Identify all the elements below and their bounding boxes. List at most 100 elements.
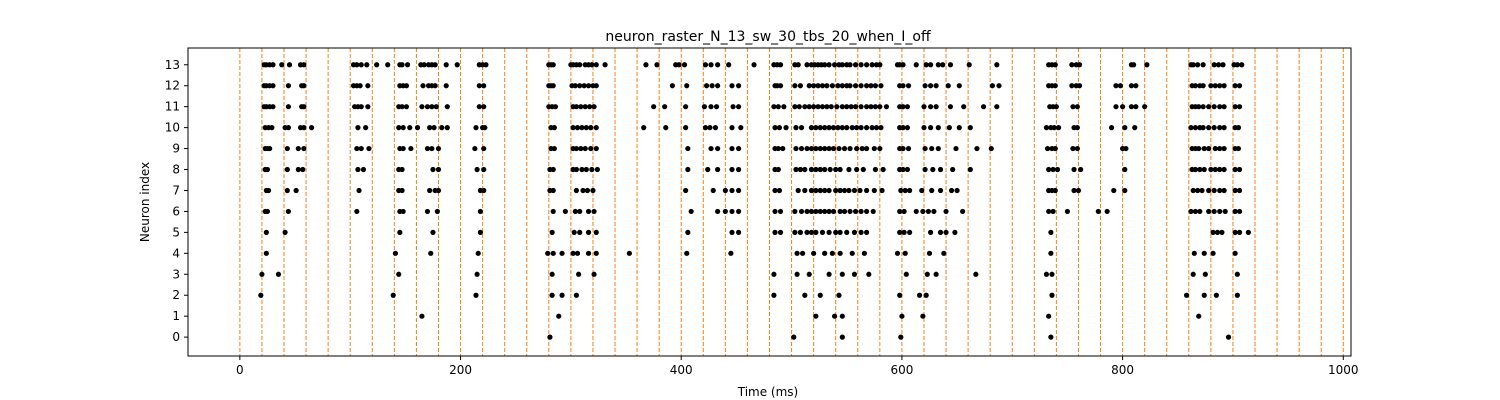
spike-point — [1123, 145, 1129, 152]
spike-point — [879, 187, 885, 194]
spike-point — [573, 166, 580, 173]
spike-point — [308, 125, 315, 131]
plot-area-frame — [187, 47, 1352, 357]
spike-point — [1049, 292, 1055, 298]
spike-point — [894, 250, 901, 256]
spike-point — [715, 83, 721, 89]
spike-point — [996, 83, 1002, 89]
spike-point — [804, 145, 810, 152]
spike-point — [736, 187, 742, 194]
spike-point — [662, 104, 668, 110]
spike-point — [864, 208, 870, 215]
spike-point — [989, 83, 995, 89]
spike-point — [399, 104, 405, 110]
spike-point — [293, 187, 299, 194]
spike-point — [804, 208, 810, 215]
spike-point — [1043, 125, 1050, 131]
spike-point — [551, 125, 557, 131]
spike-point — [800, 250, 806, 256]
spike-point — [994, 62, 1000, 68]
spike-point — [1046, 313, 1052, 319]
spike-point — [705, 166, 711, 173]
spike-point — [1201, 145, 1207, 152]
spike-point — [1095, 208, 1101, 215]
spike-point — [798, 208, 805, 215]
spike-point — [421, 62, 427, 68]
spike-point — [900, 62, 906, 68]
spike-point — [826, 62, 832, 68]
spike-point — [285, 125, 292, 131]
spike-point — [397, 229, 403, 235]
spike-point — [897, 229, 903, 235]
spike-point — [817, 187, 823, 194]
spike-point — [434, 208, 440, 215]
spike-point — [549, 229, 555, 235]
y-tick-label: 6 — [172, 204, 180, 218]
y-tick-label: 5 — [172, 225, 180, 239]
spike-point — [826, 125, 832, 131]
spike-point — [684, 83, 690, 89]
spike-point — [582, 145, 588, 152]
spike-point — [839, 83, 845, 89]
spike-point — [1201, 292, 1207, 298]
spike-point — [269, 125, 275, 131]
spike-point — [899, 313, 905, 319]
spike-point — [301, 125, 307, 131]
spike-point — [839, 104, 845, 110]
spike-point — [1217, 187, 1223, 194]
spike-point — [830, 145, 837, 152]
spike-point — [722, 208, 728, 215]
spike-point — [282, 229, 288, 235]
spike-point — [900, 83, 906, 89]
spike-point — [1069, 62, 1075, 68]
spike-point — [1133, 83, 1139, 89]
spike-point — [826, 229, 832, 235]
spike-point — [264, 208, 271, 215]
spike-point — [736, 83, 742, 89]
spike-markers — [258, 62, 1251, 340]
x-tick-label: 800 — [1111, 363, 1134, 377]
spike-point — [947, 62, 954, 68]
spike-point — [877, 62, 883, 68]
spike-point — [477, 229, 484, 235]
spike-point — [897, 292, 903, 298]
spike-point — [1232, 229, 1238, 235]
spike-point — [602, 62, 608, 68]
spike-point — [922, 145, 928, 152]
spike-point — [1232, 104, 1238, 110]
y-tick-label: 2 — [172, 288, 180, 302]
spike-point — [811, 83, 817, 89]
spike-point — [1197, 166, 1203, 173]
spike-point — [354, 208, 360, 215]
spike-point — [829, 250, 835, 256]
spike-point — [556, 313, 562, 319]
spike-point — [864, 104, 870, 110]
spike-point — [1232, 250, 1238, 256]
spike-point — [1208, 83, 1214, 89]
spike-point — [941, 250, 947, 256]
spike-point — [392, 250, 399, 256]
spike-point — [802, 104, 808, 110]
spike-point — [864, 125, 870, 131]
y-tick-label: 0 — [172, 330, 180, 344]
spike-point — [285, 104, 292, 110]
spike-point — [1133, 104, 1139, 110]
spike-point — [477, 208, 484, 215]
spike-point — [552, 104, 559, 110]
spike-point — [839, 313, 845, 319]
spike-point — [424, 208, 431, 215]
spike-point — [730, 104, 736, 110]
spike-point — [1190, 271, 1196, 277]
spike-point — [839, 62, 845, 68]
spike-point — [927, 62, 934, 68]
spike-point — [907, 187, 913, 194]
spike-point — [729, 145, 735, 152]
y-tick-label: 10 — [165, 121, 180, 135]
spike-point — [475, 250, 481, 256]
spike-point — [354, 145, 360, 152]
spike-point — [1111, 187, 1117, 194]
spike-point — [1132, 125, 1138, 131]
spike-point — [702, 62, 709, 68]
